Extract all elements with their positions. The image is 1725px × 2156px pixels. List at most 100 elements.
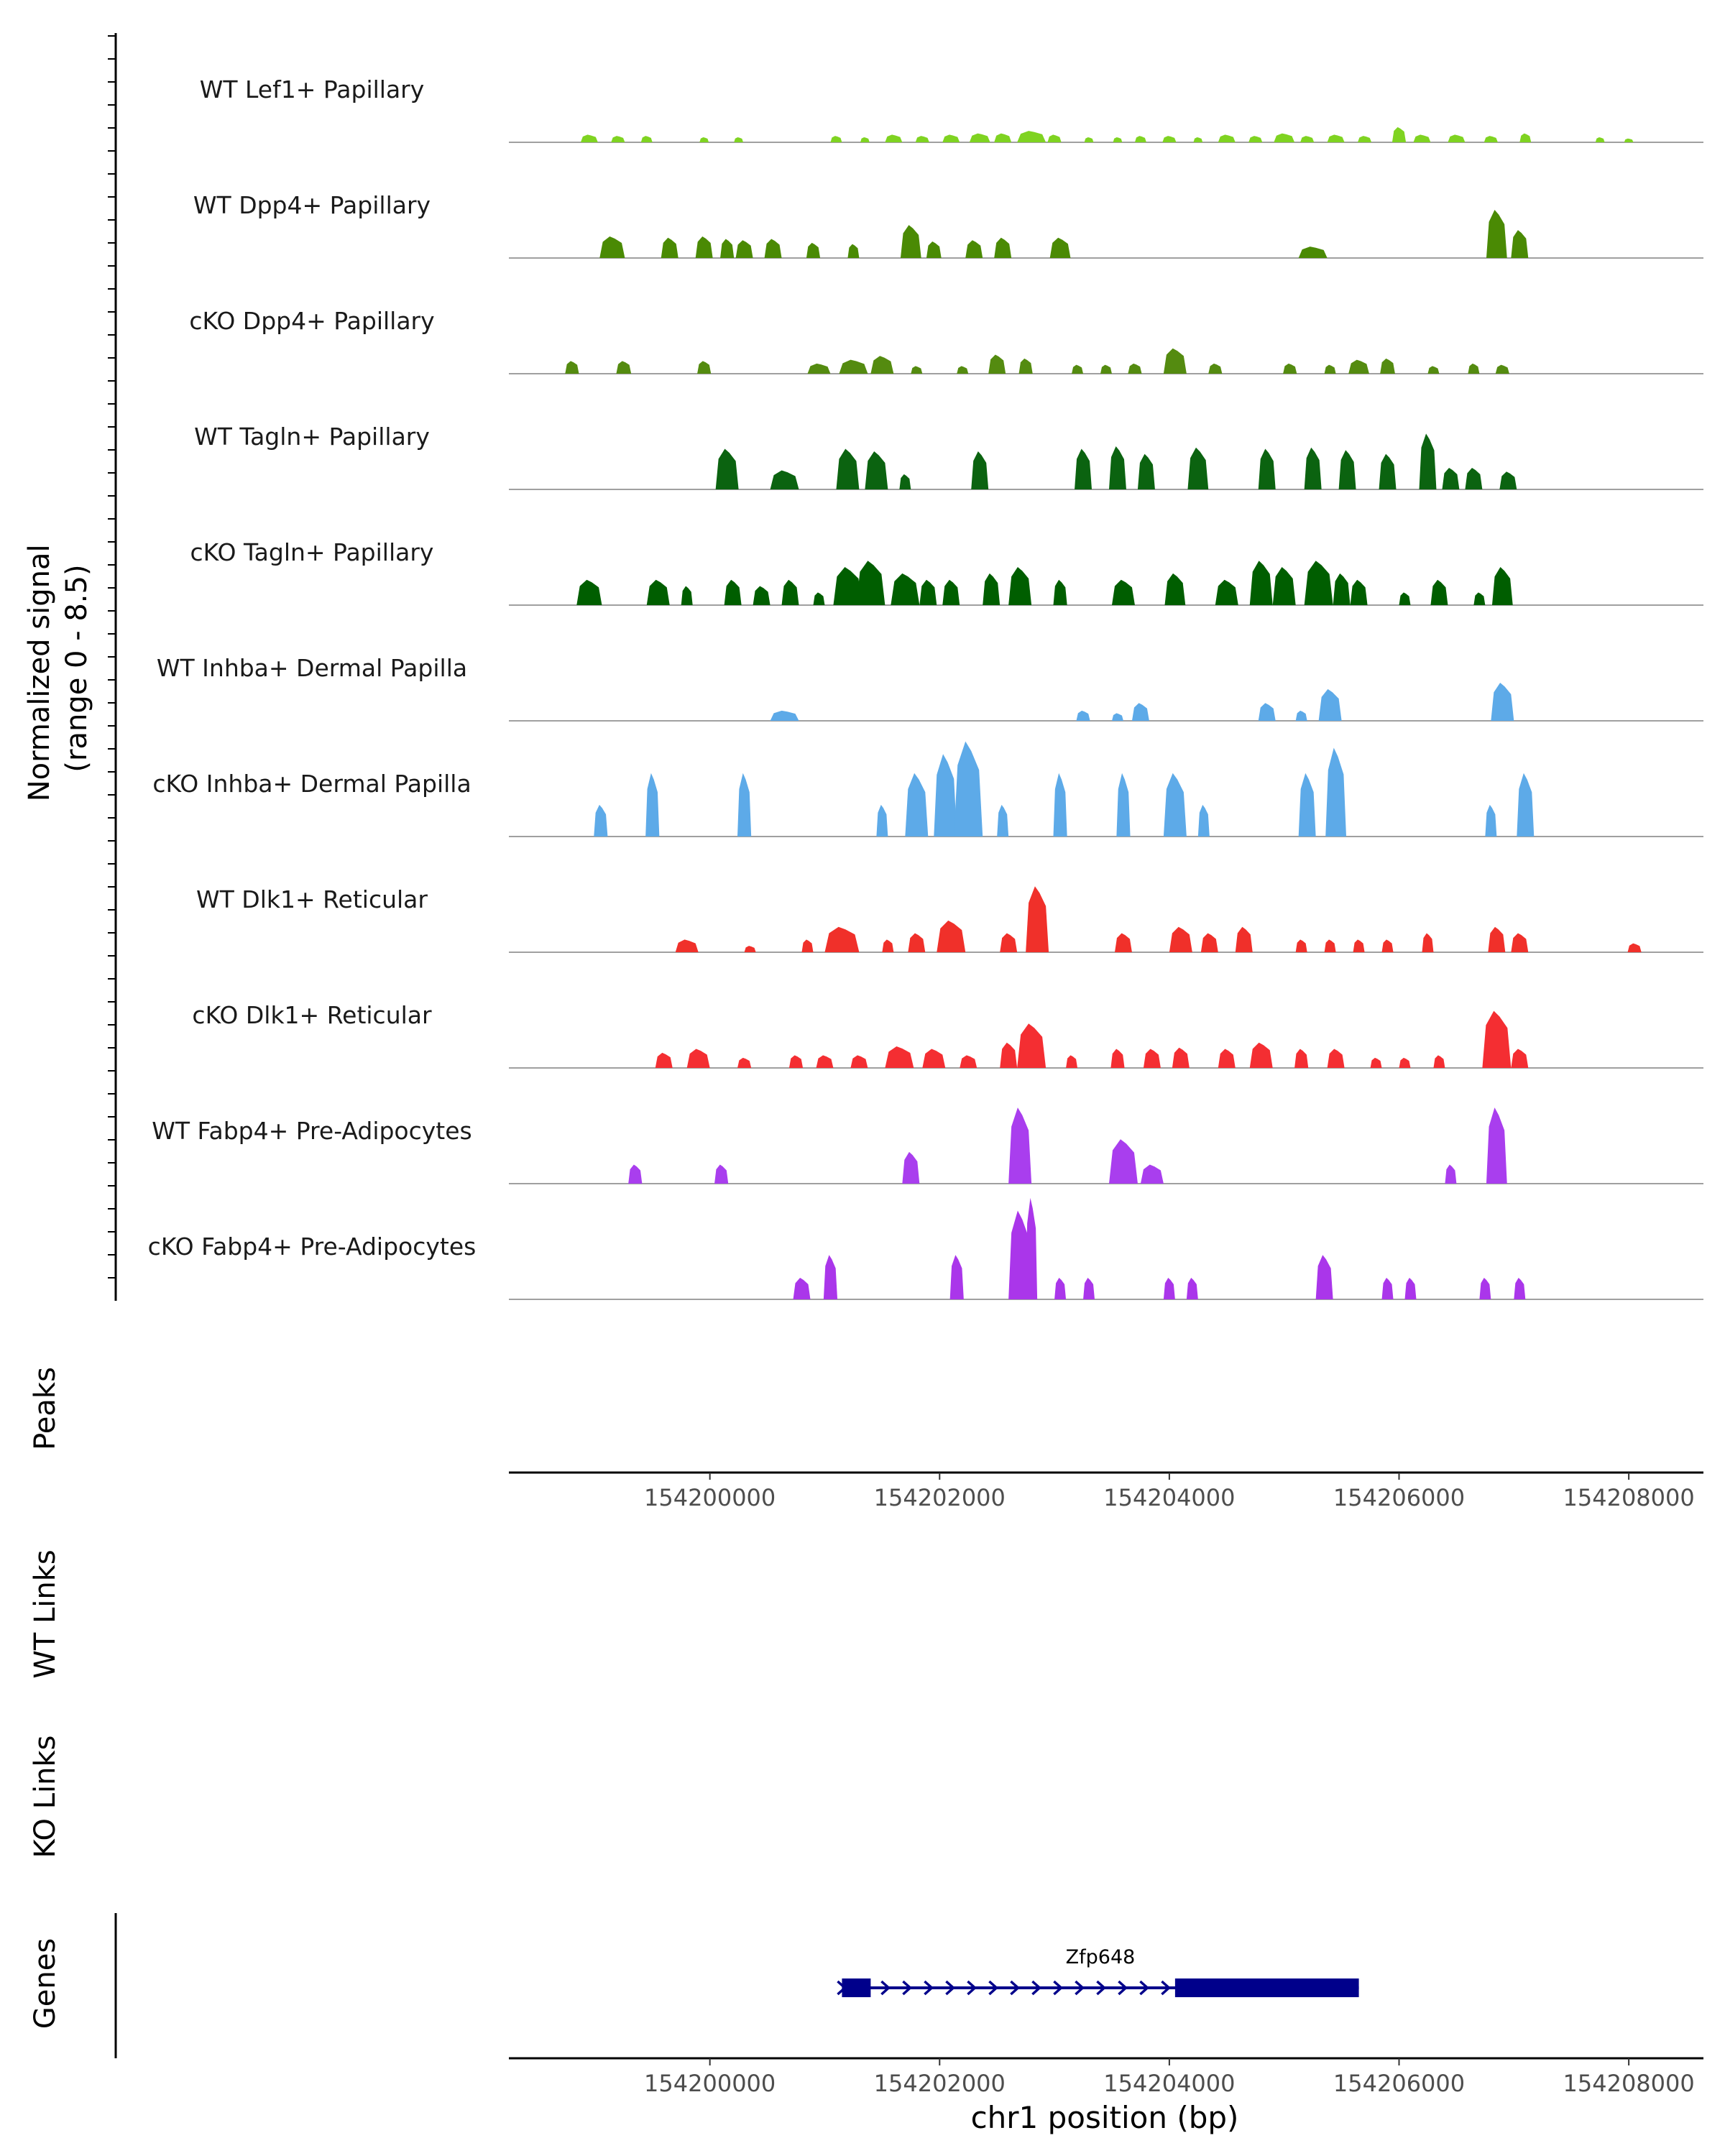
- x-tick-label: 154208000: [1563, 1484, 1695, 1511]
- coverage-peak: [900, 225, 921, 258]
- coverage-peak: [675, 939, 699, 952]
- coverage-peak: [1295, 939, 1307, 952]
- coverage-peak: [1298, 247, 1328, 258]
- coverage-peak: [882, 939, 894, 952]
- coverage-peak: [681, 586, 693, 605]
- coverage-peak: [1248, 136, 1263, 142]
- strand-arrow: [988, 1980, 999, 1996]
- coverage-peak: [997, 804, 1009, 837]
- coverage-peak: [954, 741, 983, 837]
- coverage-peak: [1442, 468, 1460, 489]
- coverage-peak: [1283, 363, 1297, 374]
- track-label: WT Fabp4+ Pre-Adipocytes: [152, 1117, 472, 1145]
- coverage-peak: [599, 236, 625, 258]
- coverage-peak: [994, 237, 1012, 258]
- coverage-peak: [1197, 804, 1210, 837]
- coverage-peak: [1274, 133, 1295, 142]
- coverage-peak: [942, 579, 960, 605]
- coverage-peak: [830, 136, 842, 142]
- coverage-peak: [1258, 448, 1276, 489]
- coverage-peak: [1327, 134, 1345, 142]
- coverage-peak: [1399, 1057, 1411, 1068]
- coverage-peak: [770, 710, 799, 721]
- coverage-peak: [833, 567, 862, 605]
- coverage-peak: [1511, 933, 1529, 952]
- coverage-peak: [1218, 134, 1236, 142]
- coverage-peak: [734, 137, 744, 142]
- peaks-x-axis-ticks: 154200000 154202000 154204000 154206000 1542…: [644, 1473, 1695, 1511]
- gene-zfp648: Zfp648: [837, 1946, 1359, 1997]
- coverage-peak: [949, 1255, 964, 1299]
- coverage-peak: [885, 134, 903, 142]
- coverage-peak: [1072, 364, 1084, 374]
- coverage-peak: [965, 240, 983, 258]
- coverage-peak: [1300, 136, 1315, 142]
- coverage-peak: [1186, 1278, 1198, 1299]
- coverage-peak: [1140, 1164, 1164, 1184]
- coverage-peak: [971, 451, 989, 489]
- strand-arrow: [945, 1980, 956, 1996]
- peaks-panel-label: Peaks: [29, 1367, 62, 1450]
- coverage-peak: [1427, 366, 1440, 374]
- coverage-peak: [860, 137, 870, 142]
- coverage-peak: [715, 448, 739, 489]
- coverage-peak: [983, 573, 1000, 605]
- coverage-peak: [616, 361, 632, 374]
- coverage-peak: [1325, 747, 1346, 837]
- track-label: WT Tagln+ Papillary: [194, 423, 430, 451]
- coverage-peak: [926, 241, 942, 258]
- x-tick-label: 154202000: [874, 1484, 1006, 1511]
- coverage-peak: [905, 773, 929, 837]
- track-label: cKO Tagln+ Papillary: [190, 538, 434, 566]
- coverage-peak: [1100, 364, 1112, 374]
- coverage-peak: [1399, 592, 1411, 605]
- coverage-peak: [1491, 567, 1513, 605]
- coverage-peak: [1163, 348, 1187, 374]
- coverage-peak: [1137, 453, 1155, 489]
- coverage-peak: [1076, 710, 1090, 721]
- coverage-peak: [1465, 468, 1483, 489]
- coverage-peak: [1482, 1010, 1512, 1068]
- coverage-peak: [1488, 926, 1506, 952]
- coverage-peak: [770, 470, 799, 489]
- coverage-peak: [1018, 358, 1033, 374]
- coverage-tracks: WT Lef1+ Papillary WT Dpp4+ Papillary cKO …: [148, 75, 1703, 1300]
- coverage-peak: [1433, 1055, 1445, 1068]
- coverage-peak: [1128, 363, 1142, 374]
- coverage-peak: [1304, 447, 1322, 489]
- coverage-peak: [1258, 703, 1276, 721]
- coverage-peak: [1448, 134, 1466, 142]
- coverage-peak: [720, 239, 735, 258]
- coverage-peak: [1169, 926, 1192, 952]
- coverage-peak: [1327, 1049, 1345, 1068]
- coverage-peak: [1495, 364, 1509, 374]
- coverage-peak: [1053, 773, 1067, 837]
- x-tick-label: 154200000: [644, 2070, 776, 2097]
- coverage-peak: [1008, 1210, 1032, 1299]
- x-tick-label: 154208000: [1563, 2070, 1695, 2097]
- x-tick-label: 154204000: [1103, 1484, 1235, 1511]
- coverage-peak: [1318, 688, 1342, 721]
- coverage-peak: [661, 237, 678, 258]
- coverage-peak: [988, 354, 1006, 374]
- coverage-peak: [576, 579, 602, 605]
- coverage-peak: [1163, 773, 1187, 837]
- coverage-y-ticks: [108, 35, 116, 1279]
- coverage-peak: [1200, 933, 1218, 952]
- coverage-peak: [856, 561, 886, 605]
- strand-arrow: [1096, 1980, 1107, 1996]
- track-wt-dlk1-reticular: WT Dlk1+ Reticular: [196, 885, 1703, 953]
- coverage-peak: [891, 573, 920, 605]
- coverage-peak: [580, 134, 598, 142]
- coverage-peak: [919, 579, 937, 605]
- coverage-peak: [850, 1055, 868, 1068]
- strand-arrow: [967, 1980, 978, 1996]
- track-label: cKO Inhba+ Dermal Papilla: [152, 770, 471, 798]
- coverage-peak: [801, 939, 814, 952]
- coverage-peak: [1187, 447, 1209, 489]
- coverage-peak: [1624, 138, 1634, 142]
- coverage-peak: [1049, 237, 1071, 258]
- coverage-peak: [737, 1057, 752, 1068]
- coverage-peak: [960, 1055, 978, 1068]
